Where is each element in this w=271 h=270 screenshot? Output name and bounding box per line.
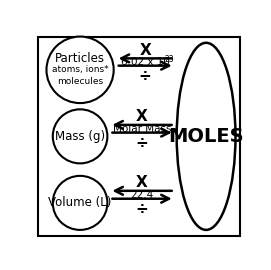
Text: ÷: ÷ (136, 136, 149, 150)
Text: X: X (136, 175, 148, 190)
Text: ÷: ÷ (139, 69, 151, 83)
Circle shape (47, 36, 114, 103)
Ellipse shape (177, 43, 235, 230)
Text: MOLES: MOLES (168, 127, 244, 146)
Circle shape (53, 109, 107, 163)
Text: 22.4: 22.4 (130, 190, 154, 200)
Text: Particles: Particles (55, 52, 105, 65)
Text: X: X (139, 43, 151, 58)
Text: Molar Mass: Molar Mass (113, 124, 171, 134)
Text: ÷: ÷ (136, 202, 149, 217)
Text: X: X (136, 109, 148, 124)
Text: 6.02 x 10: 6.02 x 10 (121, 57, 170, 67)
Circle shape (53, 176, 107, 230)
Text: molecules: molecules (57, 77, 103, 86)
Text: Volume (L): Volume (L) (49, 196, 112, 209)
Text: atoms, ions*: atoms, ions* (52, 65, 108, 74)
Text: 23: 23 (164, 55, 174, 64)
Text: Mass (g): Mass (g) (55, 130, 105, 143)
